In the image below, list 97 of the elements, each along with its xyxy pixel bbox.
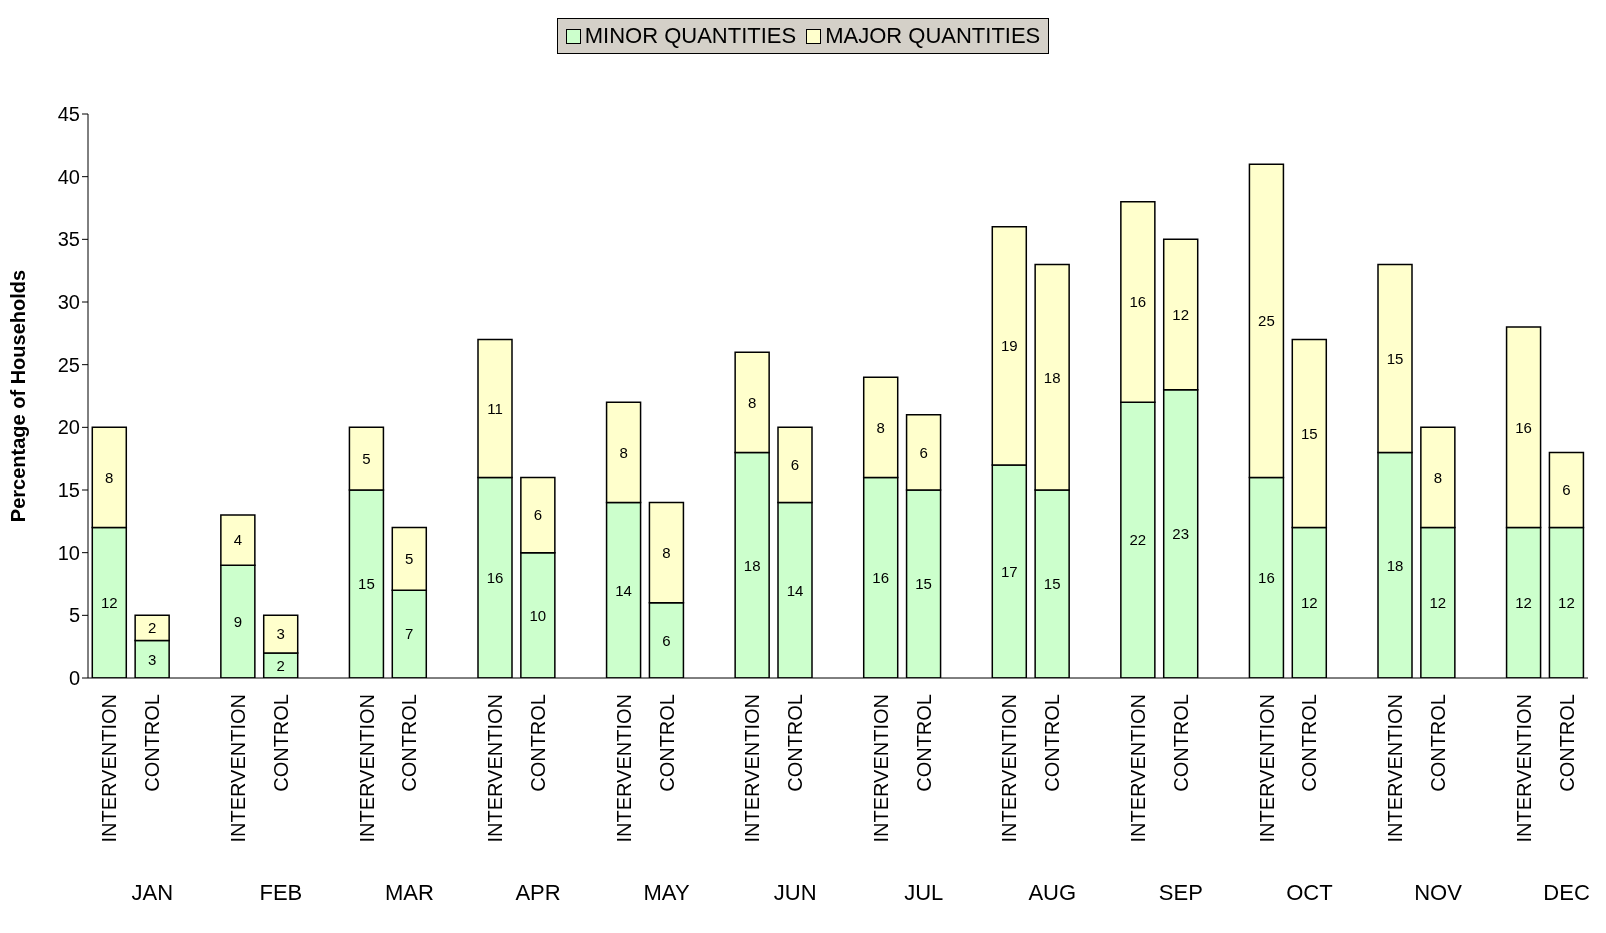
y-tick-label: 45 [57,103,80,126]
x-tick-label: INTERVENTION [1127,694,1149,843]
y-tick-label: 10 [57,541,80,564]
data-label: 15 [1300,424,1318,442]
text: JAN [130,880,175,906]
data-label: 3 [147,650,157,668]
data-label: 8 [876,418,885,436]
data-label: 9 [233,612,243,630]
data-label: 16 [486,569,504,587]
data-label: 15 [1043,575,1061,593]
data-label: 12 [1300,594,1318,612]
data-label: 6 [790,456,800,474]
x-tick-label: INTERVENTION [741,694,764,843]
data-label: 15 [1386,349,1404,367]
data-label: 17 [1000,562,1018,580]
data-label: 16 [1258,569,1275,587]
y-tick-label: 15 [57,479,80,502]
data-label: 12 [100,594,118,612]
text: FEB [258,880,304,906]
text: MAR [383,880,435,906]
data-label: 12 [1429,594,1447,612]
x-tick-label: INTERVENTION [355,694,378,843]
text: DEC [1542,880,1591,906]
x-tick-label: INTERVENTION [1384,694,1407,843]
y-tick-label: 30 [57,291,80,314]
x-tick-label: CONTROL [1427,694,1449,792]
data-label: 18 [1386,556,1404,574]
text: OCT [1285,880,1334,906]
data-label: 25 [1258,312,1275,330]
data-label: 8 [105,468,114,486]
data-label: 5 [405,550,414,568]
data-label: 19 [1000,337,1018,355]
data-label: 16 [1129,293,1147,311]
data-label: 6 [1562,481,1571,499]
data-label: 8 [1433,468,1443,486]
x-tick-label: INTERVENTION [612,694,635,843]
text: JUN [772,880,818,906]
legend-label: MINOR QUANTITIES [583,23,797,49]
data-label: 23 [1172,525,1190,543]
x-tick-label: CONTROL [269,694,292,792]
x-tick-label: CONTROL [912,694,935,792]
x-tick-label: CONTROL [398,694,421,792]
text: MAY [642,880,691,906]
data-label: 12 [1558,594,1575,612]
data-label: 16 [1515,418,1532,436]
data-label: 6 [919,443,928,461]
data-label: 15 [915,575,932,593]
text: SEP [1157,880,1204,906]
x-tick-label: CONTROL [141,694,164,792]
data-label: 6 [533,506,543,524]
data-label: 8 [619,443,628,461]
x-tick-label: INTERVENTION [1512,694,1535,843]
data-label: 5 [362,449,371,467]
text: NOV [1413,880,1463,906]
data-label: 14 [786,581,804,599]
x-tick-label: INTERVENTION [1255,694,1278,843]
data-label: 7 [405,625,414,643]
text: APR [514,880,562,906]
data-label: 14 [615,581,632,599]
x-tick-label: CONTROL [784,694,807,792]
y-axis-title: Percentage of Households [7,269,30,523]
data-label: 4 [233,531,243,549]
data-label: 2 [276,656,285,674]
x-tick-label: CONTROL [655,694,678,792]
data-label: 8 [662,543,671,561]
x-tick-label: CONTROL [1555,694,1578,792]
data-label: 12 [1515,594,1532,612]
data-label: 16 [872,569,890,587]
x-tick-label: CONTROL [527,694,549,792]
x-tick-label: CONTROL [1041,694,1064,792]
data-label: 18 [1043,368,1061,386]
x-tick-label: CONTROL [1298,694,1321,792]
data-label: 18 [743,556,761,574]
x-tick-label: INTERVENTION [484,694,507,843]
x-tick-label: INTERVENTION [227,694,249,843]
y-tick-label: 5 [68,604,80,627]
y-tick-label: 40 [57,165,80,188]
text: AUG [1027,880,1078,906]
data-label: 8 [747,393,757,411]
x-tick-label: INTERVENTION [98,694,121,843]
y-tick-label: 35 [57,228,80,251]
text: JUL [903,880,945,906]
legend-label: MAJOR QUANTITIES [824,23,1041,49]
y-tick-label: 25 [57,353,80,376]
data-label: 10 [529,606,547,624]
data-label: 6 [662,631,671,649]
x-tick-label: INTERVENTION [869,694,892,843]
data-label: 11 [487,399,503,417]
data-label: 12 [1172,305,1190,323]
y-tick-label: 20 [57,416,80,439]
data-label: 3 [276,625,285,643]
data-label: 2 [147,619,157,637]
x-tick-label: CONTROL [1169,694,1192,792]
data-label: 22 [1129,531,1147,549]
data-label: 15 [358,575,375,593]
y-tick-label: 0 [68,667,80,690]
x-tick-label: INTERVENTION [998,694,1021,843]
